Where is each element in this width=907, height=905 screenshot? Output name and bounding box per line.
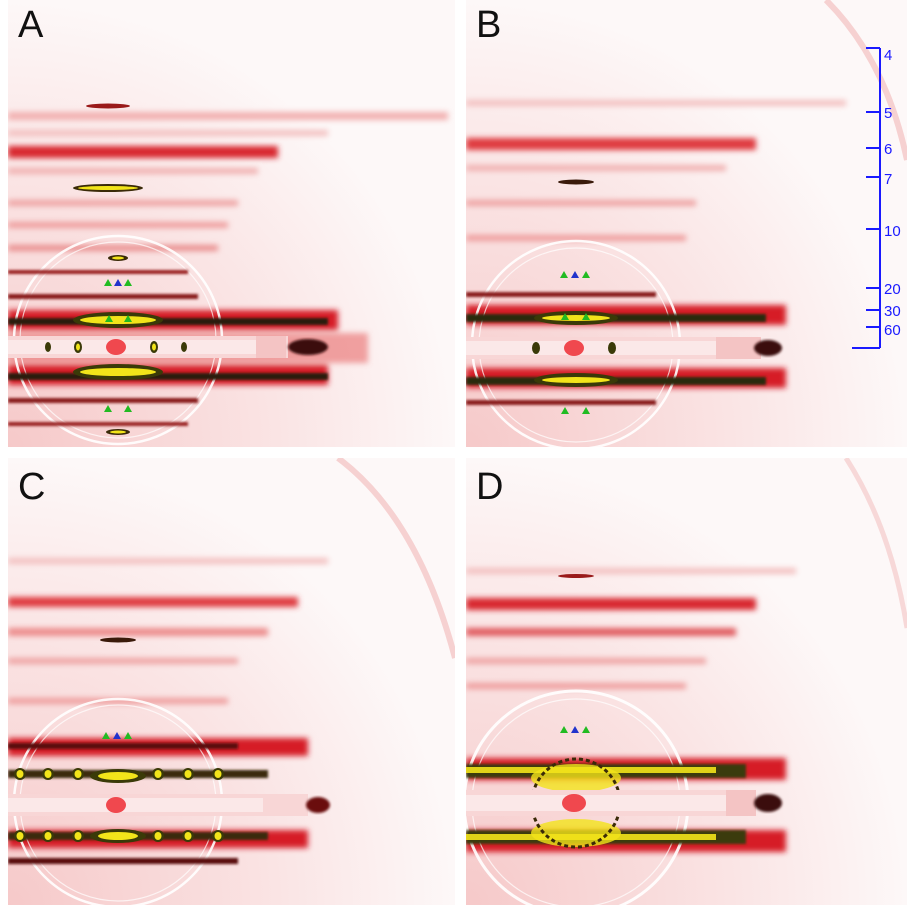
diffraction-panel-c: C <box>8 458 455 905</box>
scale-tick-4: 4 <box>884 47 892 64</box>
scale-tick-5: 5 <box>884 105 892 122</box>
scale-tick-60: 60 <box>884 322 901 339</box>
diffraction-panel-d: D <box>466 458 907 905</box>
layer-line-markers-c <box>102 732 132 739</box>
layer-line-markers-d <box>560 726 590 733</box>
diffraction-panel-a: A <box>8 0 455 447</box>
layer-line-markers-b <box>560 271 590 414</box>
scale-tick-10: 10 <box>884 223 901 240</box>
scale-tick-30: 30 <box>884 303 901 320</box>
scale-tick-6: 6 <box>884 141 892 158</box>
scale-tick-20: 20 <box>884 281 901 298</box>
panel-label-d: D <box>476 466 504 508</box>
panel-label-a: A <box>18 4 44 46</box>
panel-label-c: C <box>18 466 46 508</box>
diffraction-panel-b: 4 5 6 7 10 20 30 60 B <box>466 0 907 447</box>
resolution-scale-bar <box>852 47 881 349</box>
diffraction-pattern-b: 4 5 6 7 10 20 30 60 <box>466 0 907 447</box>
diffraction-pattern-d <box>466 458 907 905</box>
diffraction-pattern-a <box>8 0 455 447</box>
layer-line-markers-a <box>104 279 132 412</box>
panel-label-b: B <box>476 4 502 46</box>
scale-tick-7: 7 <box>884 171 892 188</box>
diffraction-pattern-c <box>8 458 455 905</box>
